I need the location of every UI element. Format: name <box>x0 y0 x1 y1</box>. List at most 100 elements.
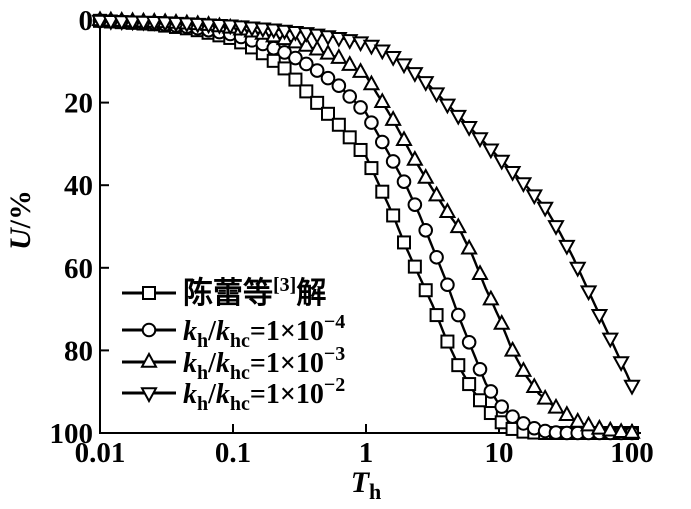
marker-square <box>299 84 314 99</box>
marker-triangle-up <box>493 314 511 330</box>
marker-square <box>429 308 444 323</box>
marker-triangle-up <box>503 340 522 357</box>
legend-label: 陈蕾等[3]解 <box>183 274 326 310</box>
marker-square <box>462 377 477 392</box>
marker-triangle-down <box>482 143 500 160</box>
series-triangle-down <box>91 14 641 396</box>
marker-triangle-up <box>612 422 630 439</box>
marker-square <box>331 117 346 132</box>
marker-triangle-up <box>417 168 435 184</box>
marker-square <box>277 61 292 76</box>
marker-triangle-up <box>351 62 370 78</box>
marker-triangle-down <box>514 177 533 194</box>
marker-triangle-down <box>395 58 413 75</box>
marker-square <box>288 72 303 87</box>
marker-triangle-down <box>449 109 467 126</box>
marker-triangle-down <box>558 239 576 256</box>
y-tick-label: 20 <box>64 88 93 120</box>
legend-marker-square <box>142 286 156 300</box>
marker-triangle-up <box>449 217 467 234</box>
marker-circle <box>483 384 499 399</box>
marker-triangle-up <box>330 48 348 64</box>
marker-square <box>364 161 379 176</box>
marker-triangle-down <box>123 15 142 32</box>
marker-triangle-down <box>308 28 326 45</box>
legend-marker-triangle-down <box>140 387 158 404</box>
marker-square <box>342 130 357 145</box>
marker-circle <box>288 50 303 66</box>
marker-triangle-down <box>427 87 446 104</box>
marker-triangle-down <box>210 18 229 35</box>
marker-square <box>483 406 498 421</box>
marker-circle <box>342 89 358 104</box>
x-axis-title: Th <box>351 466 382 504</box>
marker-circle <box>320 70 336 86</box>
legend-marker-circle <box>141 322 157 338</box>
marker-triangle-down <box>406 67 424 83</box>
legend-item-2: kh/khc=1×10−3 <box>122 343 345 384</box>
marker-triangle-down <box>232 20 250 37</box>
marker-triangle-up <box>514 361 533 377</box>
marker-circle <box>385 154 401 169</box>
marker-triangle-down <box>417 76 435 92</box>
marker-circle <box>309 63 325 78</box>
marker-triangle-down <box>362 39 381 56</box>
marker-triangle-down <box>156 16 174 33</box>
legend-marker-triangle-up <box>140 351 158 368</box>
marker-square <box>397 235 411 250</box>
x-tick-label: 100 <box>610 437 654 469</box>
y-tick-label: 60 <box>64 253 93 285</box>
marker-triangle-up <box>373 92 391 109</box>
marker-triangle-up <box>308 39 326 56</box>
marker-triangle-down <box>91 14 109 31</box>
marker-square <box>310 95 325 110</box>
marker-triangle-down <box>221 19 239 36</box>
marker-circle <box>374 134 390 150</box>
marker-triangle-down <box>167 16 185 33</box>
marker-triangle-up <box>471 264 489 280</box>
marker-triangle-up <box>297 35 315 52</box>
marker-triangle-up <box>547 397 565 414</box>
marker-triangle-down <box>503 166 522 182</box>
marker-triangle-down <box>536 201 554 218</box>
legend-label: kh/khc=1×10−2 <box>183 374 345 415</box>
marker-circle <box>418 222 434 238</box>
y-tick-label: 80 <box>64 335 93 367</box>
legend-label: kh/khc=1×10−4 <box>183 311 345 352</box>
marker-triangle-down <box>547 220 565 236</box>
marker-circle <box>396 174 412 189</box>
marker-triangle-up <box>579 415 598 432</box>
marker-triangle-up <box>384 110 402 126</box>
marker-triangle-down <box>275 24 294 41</box>
marker-triangle-down <box>612 356 630 372</box>
marker-triangle-up <box>558 405 576 421</box>
marker-triangle-down <box>438 98 457 115</box>
marker-triangle-down <box>134 15 153 32</box>
marker-triangle-down <box>590 309 609 325</box>
marker-triangle-down <box>601 332 619 349</box>
y-tick-label: 0 <box>79 5 94 37</box>
marker-triangle-down <box>623 379 641 396</box>
marker-triangle-up <box>395 130 413 147</box>
marker-circle <box>429 249 444 265</box>
marker-triangle-down <box>569 261 587 278</box>
marker-triangle-up <box>438 202 457 218</box>
marker-square <box>407 259 422 274</box>
marker-circle <box>298 56 314 72</box>
marker-triangle-down <box>286 25 305 42</box>
x-tick-label: 10 <box>485 437 514 469</box>
marker-square <box>353 142 368 157</box>
marker-triangle-down <box>243 21 261 38</box>
marker-triangle-down <box>525 189 543 206</box>
legend-item-3: kh/khc=1×10−2 <box>122 374 345 415</box>
y-tick-label: 40 <box>64 170 93 202</box>
marker-circle <box>364 115 379 130</box>
x-tick-label: 0.01 <box>75 437 126 469</box>
y-axis-title: U/% <box>4 190 37 250</box>
marker-triangle-down <box>471 132 489 149</box>
legend-label: kh/khc=1×10−3 <box>183 343 345 384</box>
marker-triangle-up <box>623 422 641 439</box>
marker-circle <box>353 100 368 115</box>
y-axis: 0 20 40 60 80 100 <box>50 5 109 450</box>
